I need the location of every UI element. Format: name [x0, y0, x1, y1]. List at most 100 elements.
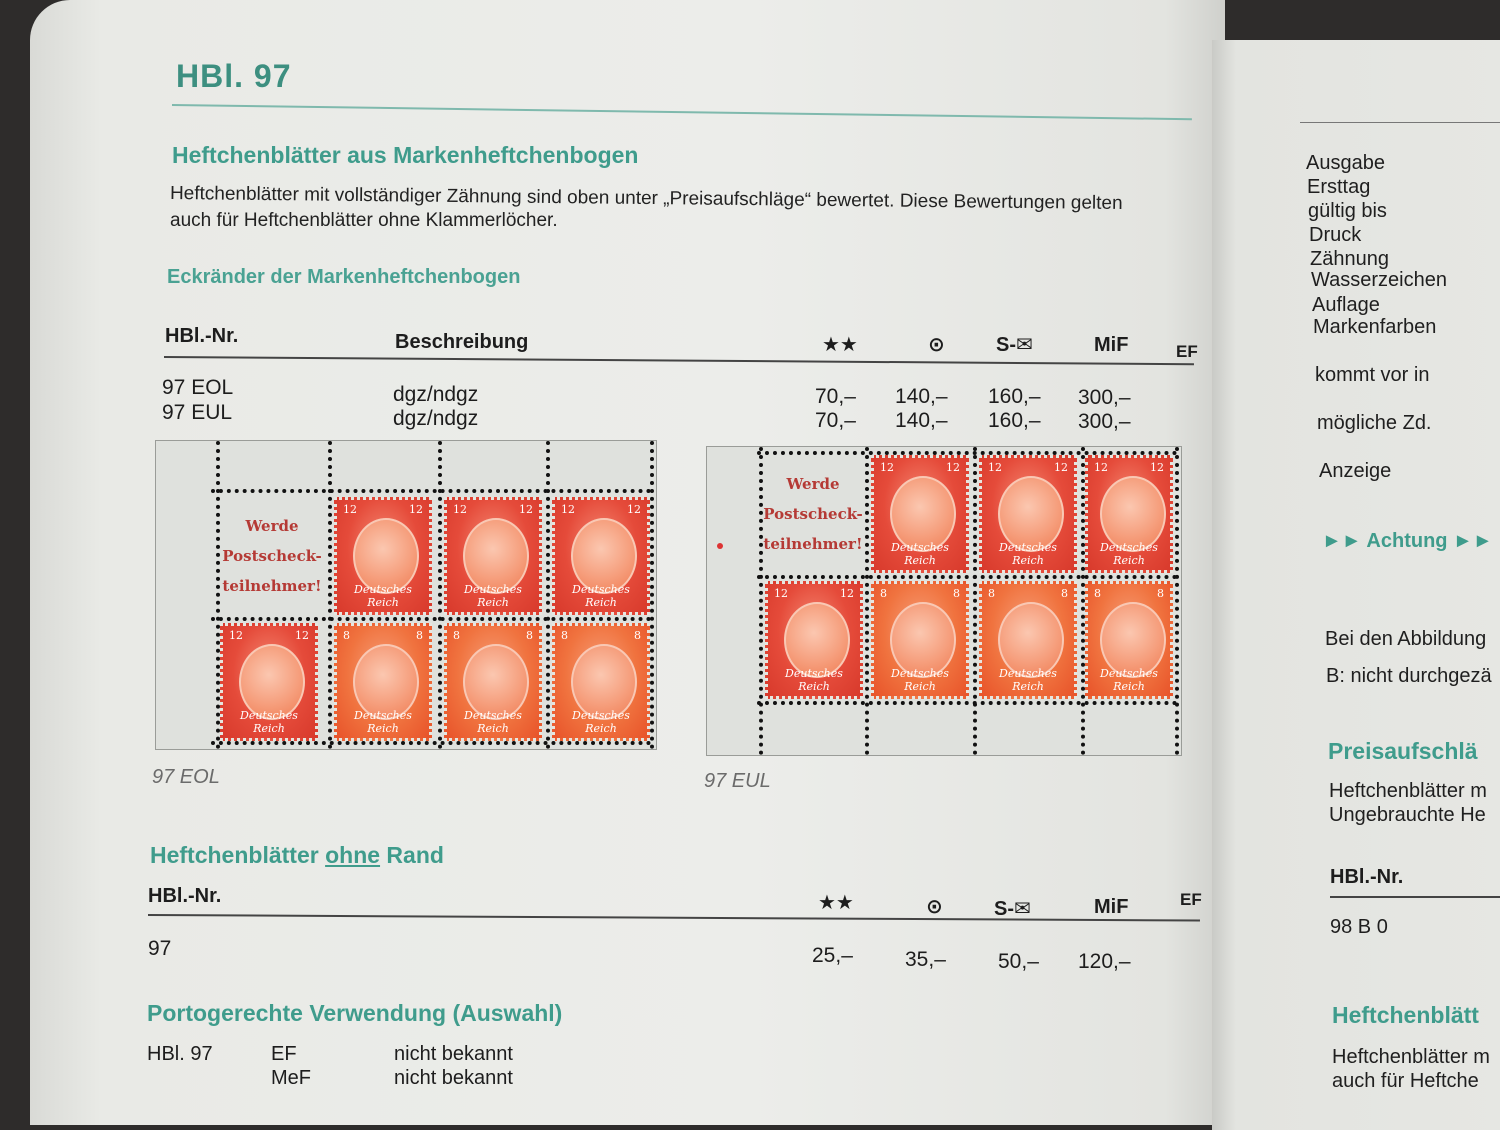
right-heftchenblaett: Heftchenblätt [1332, 1002, 1479, 1028]
perforation [757, 451, 1177, 455]
stamp-value: 8 [1094, 587, 1101, 600]
advert-line: teilnehmer! [763, 535, 863, 553]
section3-row1-type: EF [271, 1043, 297, 1065]
t1-row1-desc: dgz/ndgz [393, 383, 479, 406]
portrait-icon [890, 476, 956, 552]
stamp-value: 12 [880, 461, 894, 474]
stamp-label: Deutsches Reich [354, 709, 412, 735]
right-table-rule [1330, 896, 1500, 898]
portrait-icon [571, 644, 637, 720]
stamp-12: 12 12 Deutsches Reich [552, 497, 650, 615]
portrait-icon [463, 644, 529, 720]
t1-row1-used: 140,– [895, 385, 948, 408]
stamp-label: Deutsches Reich [240, 709, 298, 735]
right-ungebraucht: Ungebrauchte He [1329, 804, 1486, 826]
t2-row-used: 35,– [905, 948, 946, 971]
stamp-label: Deutsches Reich [464, 583, 522, 609]
stamp-12: 12 12 Deutsches Reich [871, 455, 969, 573]
right-preisaufschlaege: Preisaufschlä [1328, 738, 1478, 764]
right-auch-fuer: auch für Heftche [1332, 1070, 1479, 1092]
right-achtung: ►► Achtung ►► [1322, 530, 1493, 552]
advert-line: Postscheck- [222, 547, 322, 565]
t1-row2-desc: dgz/ndgz [393, 407, 479, 430]
portrait-icon [1100, 476, 1166, 552]
stamp-8: 8 8 Deutsches Reich [871, 581, 969, 699]
stamp-12: 12 12 Deutsches Reich [334, 497, 432, 615]
section3-row2-value: nicht bekannt [394, 1067, 513, 1089]
stamp-label: Deutsches Reich [464, 709, 522, 735]
t1-row1-nr: 97 EOL [162, 376, 234, 399]
stamp-value: 12 [229, 629, 243, 642]
t1-header-ef: EF [1176, 342, 1198, 361]
perforation [757, 701, 1177, 705]
stamp-value: 12 [343, 503, 357, 516]
right-b-nicht: B: nicht durchgezä [1326, 665, 1492, 687]
stamp-value: 12 [627, 503, 641, 516]
t2-row-nr: 97 [148, 937, 172, 960]
section3-label: HBl. 97 [147, 1043, 213, 1065]
caption-97-eul: 97 EUL [704, 770, 771, 792]
right-hbl-nr: HBl.-Nr. [1330, 866, 1404, 888]
stamp-value: 8 [1061, 587, 1068, 600]
t1-header-used: ⊙ [928, 334, 945, 356]
t1-row2-used: 140,– [895, 409, 948, 432]
advert-line: Werde [786, 475, 840, 493]
red-dot-marker [717, 543, 723, 549]
t1-row2-mint: 70,– [815, 409, 856, 432]
right-bei-den: Bei den Abbildung [1325, 628, 1487, 650]
stamp-label: Deutsches Reich [999, 667, 1057, 693]
perforation [216, 441, 220, 749]
perforation [650, 441, 654, 749]
right-item-zaehnung: Zähnung [1310, 248, 1389, 270]
stamp-value: 8 [526, 629, 533, 642]
stamp-value: 8 [453, 629, 460, 642]
perforation [1081, 447, 1085, 755]
perforation [973, 447, 977, 755]
stamp-sheet-97-eul: Werde Postscheck- teilnehmer! 12 12 Deutsc… [706, 446, 1182, 756]
t1-header-mif: MiF [1094, 334, 1129, 356]
perforation [1175, 447, 1179, 755]
caption-97-eol: 97 EOL [152, 766, 220, 788]
stamp-value: 12 [295, 629, 309, 642]
right-kommt-vor: kommt vor in [1315, 364, 1430, 386]
stamp-8: 8 8 Deutsches Reich [1085, 581, 1173, 699]
t2-row-mif: 120,– [1078, 950, 1131, 973]
portrait-icon [998, 602, 1064, 678]
t1-row2-cover: 160,– [988, 409, 1041, 432]
right-moegliche: mögliche Zd. [1317, 412, 1432, 434]
stamp-value: 12 [561, 503, 575, 516]
stamp-12: 12 12 Deutsches Reich [765, 581, 863, 699]
section3-row2-type: MeF [271, 1067, 311, 1089]
right-item-markenfarben: Markenfarben [1313, 316, 1437, 338]
portrait-icon [571, 518, 637, 594]
portrait-icon [239, 644, 305, 720]
stamp-sheet-97-eol: Werde Postscheck- teilnehmer! 12 12 Deutsc… [155, 440, 657, 750]
stamp-label: Deutsches Reich [1100, 667, 1158, 693]
advert-label: Werde Postscheck- teilnehmer! [218, 497, 326, 615]
stamp-value: 8 [953, 587, 960, 600]
stamp-12: 12 12 Deutsches Reich [1085, 455, 1173, 573]
stamp-8: 8 8 Deutsches Reich [552, 623, 650, 741]
portrait-icon [998, 476, 1064, 552]
t1-row1-mif: 300,– [1078, 386, 1131, 409]
portrait-icon [784, 602, 850, 678]
t1-row2-mif: 300,– [1078, 410, 1131, 433]
perforation [211, 741, 651, 745]
stamp-value: 8 [880, 587, 887, 600]
stamp-value: 8 [416, 629, 423, 642]
stamp-label: Deutsches Reich [891, 667, 949, 693]
stamp-label: Deutsches Reich [572, 709, 630, 735]
stamp-value: 12 [409, 503, 423, 516]
right-heft-m: Heftchenblätter m [1329, 780, 1487, 802]
section3-heading: Portogerechte Verwendung (Auswahl) [147, 1000, 563, 1026]
t2-header-used: ⊙ [926, 896, 943, 918]
section1-text-line2: auch für Heftchenblätter ohne Klammerlöc… [170, 210, 558, 231]
right-item-ausgabe: Ausgabe [1306, 152, 1385, 174]
portrait-icon [353, 518, 419, 594]
perforation [546, 441, 550, 749]
stamp-value: 12 [1094, 461, 1108, 474]
stamp-value: 8 [343, 629, 350, 642]
t2-header-mint: ★★ [818, 892, 854, 914]
right-heft-m2: Heftchenblätter m [1332, 1046, 1490, 1068]
advert-line: Werde [245, 517, 299, 535]
